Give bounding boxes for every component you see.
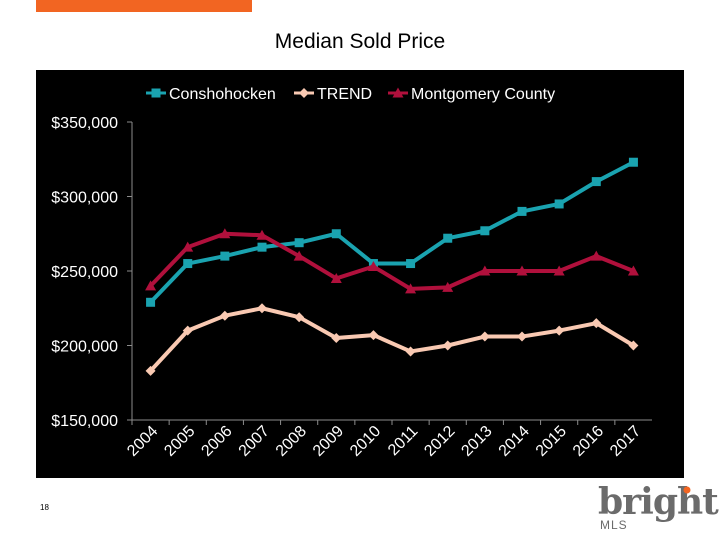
legend-marker-trend	[299, 88, 309, 98]
data-point-trend	[554, 325, 565, 336]
x-tick-label: 2011	[385, 423, 421, 459]
data-point-trend	[257, 303, 267, 314]
slide-title: Median Sold Price	[274, 30, 446, 53]
data-point-trend	[479, 331, 490, 342]
data-point-montgomery-county	[405, 283, 417, 294]
y-tick-label: $250,000	[51, 264, 118, 281]
data-point-montgomery-county	[516, 265, 528, 276]
logo-wordmark: bright	[598, 481, 719, 523]
x-tick-label: 2014	[496, 423, 533, 460]
data-point-trend	[219, 310, 230, 321]
data-point-montgomery-county	[293, 250, 305, 261]
x-tick-label: 2005	[161, 423, 198, 460]
y-tick-label: $300,000	[51, 190, 118, 207]
data-point-trend	[145, 365, 156, 376]
x-tick-label: 2016	[570, 423, 607, 460]
data-point-conshohocken	[257, 242, 267, 252]
y-tick-label: $200,000	[51, 339, 118, 356]
data-point-trend	[368, 330, 379, 341]
x-tick-label: 2017	[607, 423, 644, 460]
data-point-montgomery-county	[219, 228, 231, 239]
series-line-trend	[149, 306, 635, 373]
data-point-trend	[628, 340, 639, 351]
series-line-montgomery-county	[149, 231, 635, 291]
legend-marker-montgomery-county	[392, 87, 404, 98]
y-tick-label: $150,000	[51, 413, 118, 430]
logo-subtext: MLS	[600, 518, 628, 532]
data-point-conshohocken	[146, 297, 156, 307]
data-point-trend	[182, 325, 193, 336]
top-accent-bar	[36, 0, 252, 12]
data-point-trend	[331, 333, 342, 344]
legend-label-montgomery-county: Montgomery County	[411, 86, 555, 103]
data-point-conshohocken	[331, 229, 341, 239]
data-point-trend	[405, 346, 416, 357]
data-point-trend	[591, 318, 602, 329]
series-line-conshohocken	[149, 160, 635, 304]
x-tick-label: 2013	[458, 423, 495, 460]
data-point-conshohocken	[480, 226, 490, 236]
x-tick-label: 2007	[236, 423, 273, 460]
data-point-montgomery-county	[627, 265, 639, 276]
data-point-trend	[517, 331, 527, 342]
data-point-conshohocken	[443, 233, 453, 243]
data-point-montgomery-county	[182, 241, 194, 252]
data-point-trend	[442, 340, 453, 351]
data-point-montgomery-county	[553, 265, 565, 276]
x-tick-label: 2009	[310, 423, 347, 460]
data-point-conshohocken	[220, 251, 230, 261]
data-point-montgomery-county	[442, 281, 454, 292]
data-point-conshohocken	[183, 259, 193, 269]
data-point-montgomery-county	[330, 272, 342, 283]
data-point-montgomery-county	[479, 265, 491, 276]
chart-panel: $150,000 $200,000 $250,000 $300,000 $350,000…	[36, 70, 684, 478]
data-point-conshohocken	[628, 157, 638, 167]
x-tick-label: 2008	[273, 423, 310, 460]
data-point-montgomery-county	[256, 229, 268, 240]
data-point-conshohocken	[554, 199, 564, 209]
legend-label-conshohocken: Conshohocken	[169, 86, 276, 103]
data-point-conshohocken	[294, 238, 304, 248]
bright-mls-logo: bright MLS	[598, 482, 719, 534]
legend-label-trend: TREND	[317, 86, 372, 103]
x-tick-label: 2006	[198, 423, 235, 460]
x-tick-label: 2012	[421, 423, 458, 460]
x-tick-label: 2010	[347, 423, 384, 460]
x-tick-label: 2004	[124, 423, 161, 460]
y-tick-label: $350,000	[51, 115, 118, 132]
x-tick-label: 2015	[533, 423, 570, 460]
data-point-conshohocken	[517, 206, 527, 216]
logo-dot-icon	[683, 486, 691, 494]
legend-marker-conshohocken	[151, 88, 161, 98]
page-number: 18	[40, 503, 49, 512]
line-chart: $150,000 $200,000 $250,000 $300,000 $350,000…	[51, 86, 652, 460]
data-point-conshohocken	[591, 177, 601, 187]
data-point-trend	[294, 312, 305, 323]
data-point-montgomery-county	[590, 250, 602, 261]
data-point-montgomery-county	[367, 261, 379, 272]
data-point-montgomery-county	[145, 280, 157, 291]
data-point-conshohocken	[406, 259, 416, 269]
